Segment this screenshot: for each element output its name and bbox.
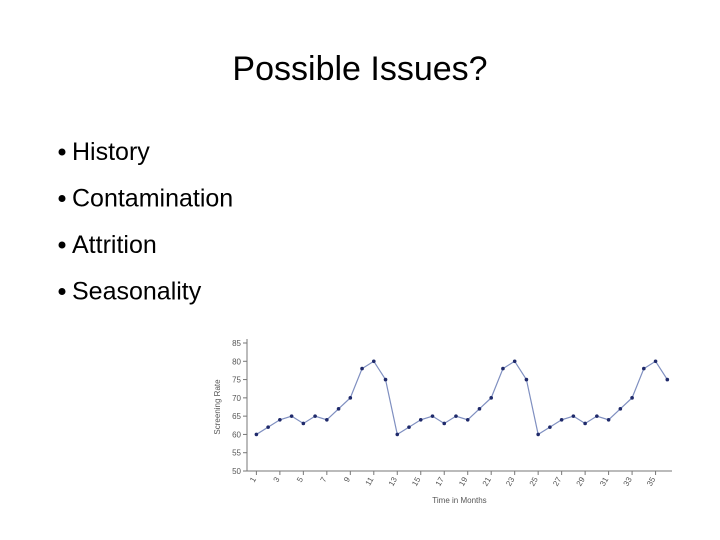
data-point bbox=[454, 414, 458, 418]
bullet-text: Contamination bbox=[72, 185, 233, 213]
y-axis-label: Screening Rate bbox=[213, 379, 222, 435]
bullet-text: Seasonality bbox=[72, 278, 202, 306]
x-tick-label: 3 bbox=[272, 475, 282, 484]
x-tick-label: 1 bbox=[248, 475, 258, 484]
data-point bbox=[571, 414, 576, 418]
data-point bbox=[430, 414, 435, 418]
data-point bbox=[465, 418, 470, 422]
data-point bbox=[548, 425, 552, 429]
data-point bbox=[254, 432, 259, 437]
bullet-dot bbox=[58, 288, 66, 295]
bullet-text: History bbox=[72, 138, 150, 166]
data-point bbox=[278, 418, 282, 422]
data-point bbox=[266, 425, 270, 429]
data-point bbox=[665, 377, 670, 382]
data-point bbox=[301, 421, 306, 426]
x-tick-label: 9 bbox=[342, 475, 352, 484]
bullet-text: Attrition bbox=[72, 231, 157, 259]
data-point bbox=[336, 407, 341, 411]
data-point bbox=[618, 407, 623, 411]
bullet-dot bbox=[58, 148, 66, 156]
x-tick-label: 5 bbox=[295, 475, 305, 484]
data-point bbox=[536, 432, 540, 437]
data-point bbox=[289, 414, 294, 418]
data-point bbox=[360, 366, 364, 371]
y-tick-label: 75 bbox=[232, 376, 241, 385]
data-point bbox=[595, 414, 599, 418]
data-point bbox=[606, 418, 611, 422]
y-tick-label: 60 bbox=[232, 430, 241, 439]
data-point bbox=[559, 418, 564, 422]
x-tick-label: 7 bbox=[319, 475, 329, 484]
data-point bbox=[325, 418, 329, 422]
data-point bbox=[383, 377, 388, 382]
y-tick-label: 55 bbox=[232, 449, 241, 458]
data-point bbox=[653, 359, 658, 364]
data-point bbox=[418, 418, 423, 422]
bullet-dot bbox=[58, 195, 66, 202]
data-point bbox=[371, 359, 376, 364]
bullet-list: History Contamination Attrition Seasonality bbox=[58, 138, 233, 306]
data-point bbox=[501, 366, 505, 371]
y-tick-label: 85 bbox=[232, 339, 241, 348]
y-tick-label: 80 bbox=[232, 357, 241, 366]
data-point bbox=[407, 425, 411, 429]
y-tick-label: 70 bbox=[232, 394, 241, 403]
data-point bbox=[583, 421, 587, 426]
slide-title: Possible Issues? bbox=[232, 50, 487, 88]
data-point bbox=[642, 366, 646, 371]
bullet-dot bbox=[58, 241, 66, 249]
y-tick-label: 50 bbox=[232, 467, 241, 476]
data-point bbox=[512, 359, 517, 364]
data-point bbox=[395, 432, 400, 437]
x-axis-label: Time in Months bbox=[432, 496, 486, 505]
data-point bbox=[442, 421, 447, 426]
data-point bbox=[630, 396, 634, 400]
y-tick-label: 65 bbox=[232, 412, 241, 421]
data-point bbox=[477, 407, 482, 411]
data-point bbox=[348, 396, 353, 400]
data-point bbox=[524, 377, 529, 382]
data-point bbox=[489, 396, 493, 400]
data-line bbox=[256, 360, 668, 436]
data-point bbox=[313, 414, 317, 418]
